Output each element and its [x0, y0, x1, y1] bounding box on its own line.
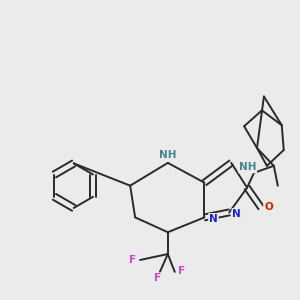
- Text: NH: NH: [159, 150, 177, 161]
- Text: O: O: [264, 202, 273, 212]
- Text: F: F: [129, 255, 136, 265]
- Text: N: N: [209, 214, 218, 224]
- Text: NH: NH: [239, 162, 256, 172]
- Text: F: F: [154, 273, 161, 284]
- Text: N: N: [232, 209, 241, 219]
- Text: F: F: [178, 266, 185, 276]
